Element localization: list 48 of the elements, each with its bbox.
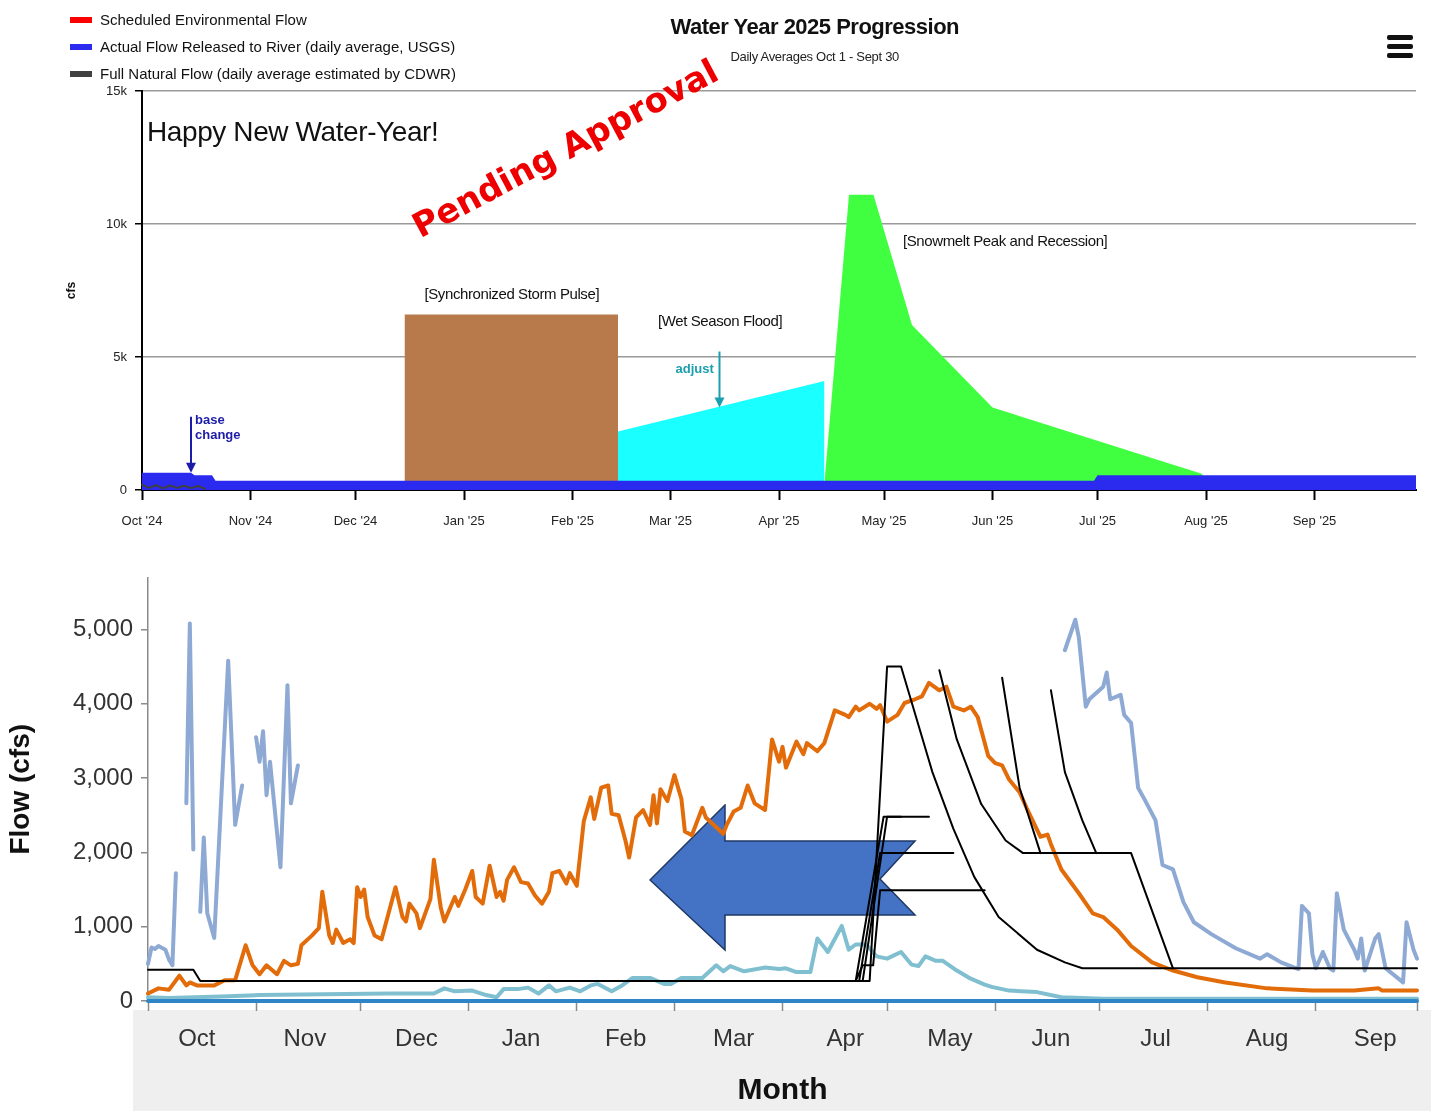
x-tick-label: May bbox=[927, 1024, 973, 1052]
x-tick-label: Oct '24 bbox=[121, 513, 163, 529]
y-tick-label: 1,000 bbox=[72, 911, 133, 939]
annotation: [Synchronized Storm Pulse] bbox=[424, 284, 600, 302]
chart-title: Water Year 2025 Progression bbox=[670, 14, 960, 40]
legend-label: Actual Flow Released to River (daily average, USGS) bbox=[100, 38, 456, 55]
annotation: [Wet Season Flood] bbox=[658, 311, 783, 329]
x-tick-label: Feb '25 bbox=[551, 513, 594, 529]
y-tick-label: 5,000 bbox=[72, 614, 133, 642]
x-tick-label: Feb bbox=[604, 1024, 647, 1052]
x-tick-label: Sep bbox=[1353, 1024, 1397, 1052]
x-tick-label: Jun '25 bbox=[971, 513, 1014, 529]
x-tick-label: Jul bbox=[1140, 1024, 1171, 1052]
x-tick-label: Jan '25 bbox=[443, 513, 485, 529]
x-tick-label: Mar bbox=[713, 1024, 755, 1052]
x-tick-label: Jan bbox=[501, 1024, 541, 1052]
x-tick-label: Dec bbox=[395, 1024, 438, 1052]
legend-label: Scheduled Environmental Flow bbox=[100, 11, 307, 28]
y-tick-label: 15k bbox=[106, 82, 128, 98]
y-axis-title: Flow (cfs) bbox=[3, 723, 35, 855]
y-tick-label: 2,000 bbox=[72, 836, 133, 864]
y-tick-label: 5k bbox=[113, 348, 128, 364]
y-tick-label: 0 bbox=[119, 985, 133, 1013]
y-tick-label: 0 bbox=[119, 481, 127, 497]
x-tick-label: Apr bbox=[826, 1024, 864, 1052]
y-axis-title: cfs bbox=[63, 281, 78, 300]
annotation: base change bbox=[195, 411, 242, 443]
y-tick-label: 4,000 bbox=[72, 688, 133, 716]
x-tick-label: Nov '24 bbox=[228, 513, 273, 529]
x-tick-label: Jul '25 bbox=[1078, 513, 1117, 529]
y-tick-label: 3,000 bbox=[72, 762, 133, 790]
x-tick-label: Aug bbox=[1245, 1024, 1289, 1052]
x-tick-label: Mar '25 bbox=[649, 513, 692, 529]
annotation: Happy New Water-Year! bbox=[147, 116, 439, 149]
annotation: adjust bbox=[675, 360, 714, 377]
annotation: [Snowmelt Peak and Recession] bbox=[903, 231, 1108, 249]
x-tick-label: Apr '25 bbox=[758, 513, 800, 529]
legend-label: Full Natural Flow (daily average estimated by CDWR) bbox=[100, 65, 456, 82]
x-tick-label: Nov bbox=[283, 1024, 327, 1052]
x-tick-label: Oct bbox=[178, 1024, 216, 1052]
x-tick-label: Sep '25 bbox=[1292, 513, 1337, 529]
x-tick-label: Dec '24 bbox=[333, 513, 378, 529]
chart-subtitle: Daily Averages Oct 1 - Sept 30 bbox=[730, 49, 900, 65]
y-tick-label: 10k bbox=[106, 215, 128, 231]
x-tick-label: Jun bbox=[1031, 1024, 1071, 1052]
x-tick-label: May '25 bbox=[861, 513, 907, 529]
x-tick-label: Aug '25 bbox=[1184, 513, 1228, 529]
x-axis-title: Month bbox=[737, 1072, 828, 1106]
